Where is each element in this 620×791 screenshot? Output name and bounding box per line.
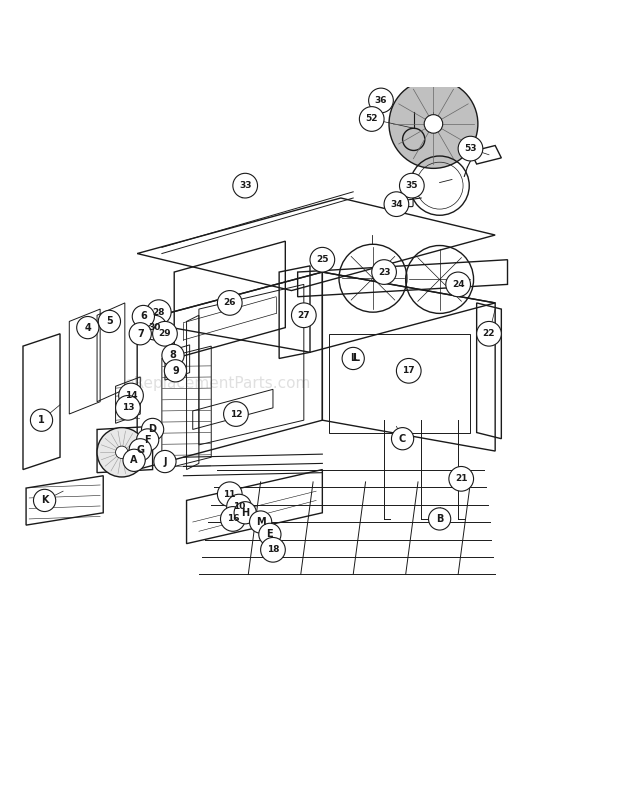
Circle shape xyxy=(424,115,443,133)
Text: L: L xyxy=(350,354,356,364)
Circle shape xyxy=(372,259,396,285)
Text: 1: 1 xyxy=(38,415,45,426)
Circle shape xyxy=(369,88,393,113)
Circle shape xyxy=(115,396,140,420)
Text: 14: 14 xyxy=(125,391,137,400)
Circle shape xyxy=(399,173,424,198)
Circle shape xyxy=(428,508,451,530)
Circle shape xyxy=(234,501,256,524)
Circle shape xyxy=(115,446,128,459)
Text: 33: 33 xyxy=(239,181,252,190)
Text: 9: 9 xyxy=(172,365,179,376)
Text: 27: 27 xyxy=(298,311,310,320)
Circle shape xyxy=(97,428,146,477)
Circle shape xyxy=(446,272,471,297)
Text: F: F xyxy=(144,435,151,445)
Circle shape xyxy=(260,537,285,562)
Circle shape xyxy=(141,418,164,441)
Text: E: E xyxy=(267,529,273,539)
Circle shape xyxy=(449,467,474,491)
Circle shape xyxy=(153,321,177,346)
Text: 52: 52 xyxy=(365,115,378,123)
Circle shape xyxy=(162,344,184,366)
Circle shape xyxy=(129,323,151,345)
Circle shape xyxy=(310,248,335,272)
Circle shape xyxy=(77,316,99,339)
Text: 21: 21 xyxy=(455,475,467,483)
Text: A: A xyxy=(130,456,138,465)
Circle shape xyxy=(218,290,242,316)
Text: H: H xyxy=(241,508,249,518)
Circle shape xyxy=(233,173,257,198)
Text: 18: 18 xyxy=(267,545,279,554)
Text: 5: 5 xyxy=(106,316,113,327)
Text: 10: 10 xyxy=(233,502,245,511)
Text: 29: 29 xyxy=(159,329,171,339)
Circle shape xyxy=(142,316,167,340)
Circle shape xyxy=(129,439,151,461)
Circle shape xyxy=(132,305,154,327)
Circle shape xyxy=(249,511,272,533)
Text: 35: 35 xyxy=(405,181,418,190)
Circle shape xyxy=(221,506,245,532)
Text: 8: 8 xyxy=(169,350,177,361)
Text: eReplacementParts.com: eReplacementParts.com xyxy=(124,376,311,391)
Text: 16: 16 xyxy=(226,514,239,524)
Circle shape xyxy=(224,402,248,426)
Text: 23: 23 xyxy=(378,267,391,277)
Text: M: M xyxy=(256,517,265,527)
Text: 12: 12 xyxy=(229,410,242,418)
Circle shape xyxy=(136,429,159,451)
Circle shape xyxy=(227,494,251,519)
Text: G: G xyxy=(136,445,144,455)
Circle shape xyxy=(384,191,409,217)
Bar xyxy=(151,321,158,331)
Text: 13: 13 xyxy=(122,403,134,412)
Text: K: K xyxy=(41,495,48,505)
Circle shape xyxy=(154,450,176,473)
Text: 25: 25 xyxy=(316,255,329,264)
Circle shape xyxy=(389,79,478,168)
Circle shape xyxy=(396,358,421,383)
Circle shape xyxy=(33,490,56,512)
Text: 26: 26 xyxy=(224,298,236,308)
Text: J: J xyxy=(163,456,167,467)
Text: 22: 22 xyxy=(483,329,495,339)
Text: B: B xyxy=(436,514,443,524)
Bar xyxy=(159,329,167,339)
Circle shape xyxy=(99,310,120,332)
Circle shape xyxy=(118,383,143,408)
Text: 24: 24 xyxy=(452,280,464,289)
Circle shape xyxy=(291,303,316,327)
Circle shape xyxy=(123,449,145,471)
Circle shape xyxy=(164,360,187,382)
Text: D: D xyxy=(149,425,157,434)
Text: 36: 36 xyxy=(374,96,388,105)
Text: 11: 11 xyxy=(224,490,236,499)
Text: 28: 28 xyxy=(153,308,165,316)
Circle shape xyxy=(477,321,502,346)
Text: 4: 4 xyxy=(84,323,91,332)
Text: 6: 6 xyxy=(140,312,147,321)
Circle shape xyxy=(259,524,281,546)
Circle shape xyxy=(30,409,53,431)
Text: C: C xyxy=(399,433,406,444)
Circle shape xyxy=(146,300,171,324)
Text: L: L xyxy=(353,354,360,364)
Text: 34: 34 xyxy=(390,199,403,209)
Circle shape xyxy=(218,482,242,506)
Circle shape xyxy=(458,136,483,161)
Text: 53: 53 xyxy=(464,144,477,153)
Circle shape xyxy=(360,107,384,131)
Circle shape xyxy=(342,347,365,369)
Text: 30: 30 xyxy=(148,323,161,332)
Text: 7: 7 xyxy=(137,329,144,339)
Circle shape xyxy=(391,428,414,450)
Text: 17: 17 xyxy=(402,366,415,375)
Bar xyxy=(152,307,159,317)
